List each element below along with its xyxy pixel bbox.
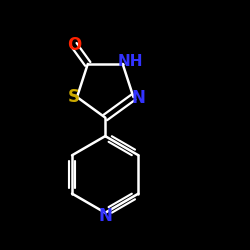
Text: NH: NH [117, 54, 143, 69]
Text: N: N [98, 207, 112, 225]
Text: N: N [132, 89, 146, 107]
Text: O: O [67, 36, 81, 54]
Text: S: S [67, 88, 79, 106]
